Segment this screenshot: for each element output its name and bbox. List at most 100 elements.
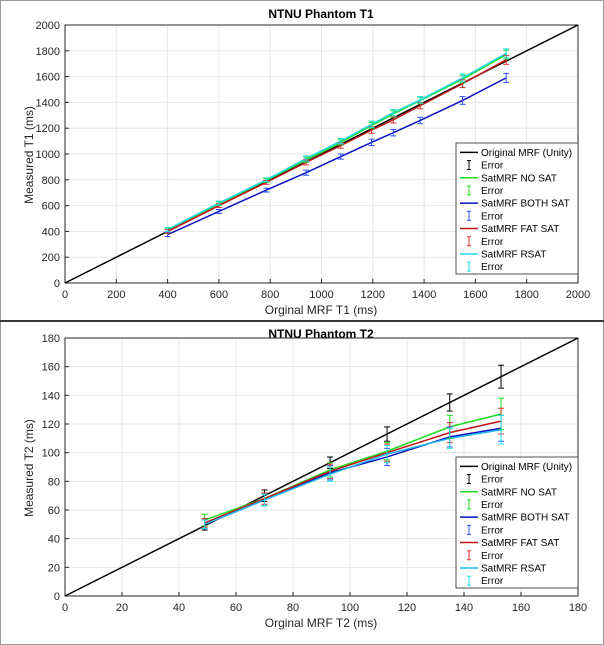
error-bar-satmrf-both-sat (503, 72, 510, 83)
legend-label: Error (481, 576, 504, 587)
error-bar-satmrf-both-sat (417, 116, 424, 125)
x-tick-label: 60 (230, 602, 242, 614)
error-bar-satmrf-rsat (164, 227, 171, 232)
y-tick-label: 1800 (36, 46, 60, 58)
y-tick-label: 120 (42, 419, 60, 431)
error-bar-satmrf-both-sat (263, 187, 270, 193)
x-tick-label: 0 (62, 602, 68, 614)
series-line-satmrf-fat-sat (204, 420, 502, 524)
y-axis-label: Measured T1 (ms) (22, 106, 36, 204)
y-tick-label: 160 (42, 362, 60, 374)
x-tick-label: 100 (341, 602, 359, 614)
x-tick-label: 20 (116, 602, 128, 614)
legend-errorbar-swatch (467, 575, 471, 586)
error-bar-satmrf-both-sat (459, 96, 466, 105)
error-bar-original-mrf (446, 393, 453, 412)
legend-box (455, 142, 579, 275)
y-tick-label: 0 (54, 278, 60, 290)
y-axis-label: Measured T2 (ms) (22, 419, 36, 517)
legend-label: Error (481, 475, 504, 486)
error-bar-satmrf-rsat (498, 414, 505, 445)
series-line-satmrf-rsat (167, 52, 507, 231)
legend-errorbar-swatch (467, 524, 471, 535)
chart-title: NTNU Phantom T2 (268, 327, 374, 341)
legend-box (455, 456, 579, 589)
x-tick-label: 0 (62, 289, 68, 301)
x-tick-label: 1200 (361, 289, 385, 301)
y-tick-label: 60 (48, 505, 60, 517)
x-tick-label: 800 (261, 289, 279, 301)
x-tick-label: 80 (287, 602, 299, 614)
legend-label: SatMRF RSAT (481, 563, 546, 574)
legend-label: Original MRF (Unity) (481, 462, 572, 473)
x-tick-label: 400 (158, 289, 176, 301)
legend-label: SatMRF FAT SAT (481, 224, 559, 235)
error-bar-satmrf-both-sat (390, 128, 397, 137)
error-bar-satmrf-both-sat (215, 208, 222, 214)
y-tick-label: 140 (42, 390, 60, 402)
legend-label: Error (481, 525, 504, 536)
legend-errorbar-swatch (467, 185, 471, 196)
y-tick-label: 1200 (36, 123, 60, 135)
legend-label: Error (481, 262, 504, 273)
series-line-satmrf-fat-sat (167, 59, 507, 233)
x-tick-label: 140 (455, 602, 473, 614)
y-tick-label: 200 (42, 252, 60, 264)
legend-label: Error (481, 161, 504, 172)
y-tick-label: 1600 (36, 72, 60, 84)
x-tick-label: 200 (107, 289, 125, 301)
series-line-satmrf-rsat (204, 428, 502, 526)
x-tick-label: 1400 (412, 289, 436, 301)
y-tick-label: 2000 (36, 20, 60, 32)
error-bar-satmrf-rsat (384, 445, 391, 464)
error-bar-satmrf-rsat (337, 138, 344, 145)
error-bar-satmrf-both-sat (368, 138, 375, 147)
error-bar-satmrf-rsat (263, 177, 270, 183)
legend-errorbar-swatch (467, 236, 471, 247)
error-bar-satmrf-rsat (327, 466, 334, 482)
legend-label: SatMRF FAT SAT (481, 538, 559, 549)
legend-label: Error (481, 186, 504, 197)
error-bar-satmrf-rsat (459, 73, 466, 83)
x-tick-label: 160 (512, 602, 530, 614)
error-bar-satmrf-rsat (368, 120, 375, 129)
error-bar-satmrf-rsat (390, 108, 397, 117)
x-tick-label: 1800 (514, 289, 538, 301)
legend-errorbar-swatch (467, 261, 471, 272)
legend-errorbar-swatch (467, 499, 471, 510)
y-tick-label: 600 (42, 201, 60, 213)
x-tick-label: 120 (398, 602, 416, 614)
x-tick-label: 1000 (309, 289, 333, 301)
legend-label: SatMRF NO SAT (481, 487, 557, 498)
error-bar-satmrf-rsat (303, 155, 310, 162)
series-line-satmrf-both-sat (167, 77, 507, 236)
legend-label: SatMRF RSAT (481, 249, 546, 260)
error-bar-satmrf-rsat (215, 200, 222, 206)
legend-label: SatMRF BOTH SAT (481, 513, 570, 524)
chart-title: NTNU Phantom T1 (268, 7, 374, 21)
error-bar-satmrf-rsat (201, 519, 208, 530)
error-bar-satmrf-both-sat (337, 153, 344, 160)
error-bar-satmrf-rsat (503, 48, 510, 59)
x-axis-label: Orginal MRF T2 (ms) (265, 616, 377, 630)
y-tick-label: 1400 (36, 97, 60, 109)
x-axis-label: Orginal MRF T1 (ms) (265, 303, 377, 317)
y-tick-label: 0 (54, 591, 60, 603)
legend-label: Original MRF (Unity) (481, 148, 572, 159)
x-tick-label: 2000 (566, 289, 590, 301)
unity-line (64, 337, 579, 597)
y-tick-label: 1000 (36, 149, 60, 161)
legend-label: SatMRF NO SAT (481, 173, 557, 184)
legend-label: Error (481, 500, 504, 511)
legend-errorbar-swatch (467, 550, 471, 561)
x-tick-label: 40 (173, 602, 185, 614)
figure-divider (0, 320, 604, 322)
legend-label: SatMRF BOTH SAT (481, 199, 570, 210)
error-bar-original-mrf (384, 426, 391, 442)
error-bar-original-mrf (498, 364, 505, 389)
error-bar-satmrf-rsat (417, 96, 424, 104)
legend-errorbar-swatch (467, 474, 471, 485)
chart-t2: NTNU Phantom T2 0 20 40 60 80 100 120 140 160 180… (22, 327, 587, 630)
legend-label: Error (481, 551, 504, 562)
error-bar-satmrf-rsat (446, 427, 453, 449)
